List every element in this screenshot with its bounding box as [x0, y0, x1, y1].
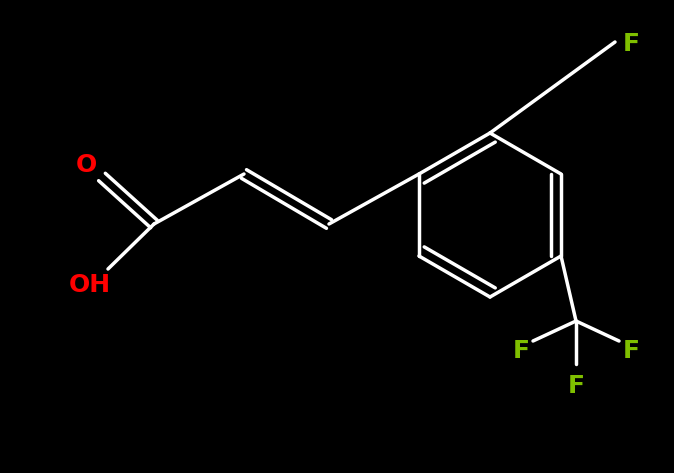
Text: F: F: [568, 374, 584, 398]
Text: OH: OH: [69, 273, 111, 297]
Text: F: F: [623, 339, 640, 363]
Text: O: O: [75, 153, 96, 177]
Text: F: F: [623, 32, 640, 56]
Text: F: F: [512, 339, 530, 363]
